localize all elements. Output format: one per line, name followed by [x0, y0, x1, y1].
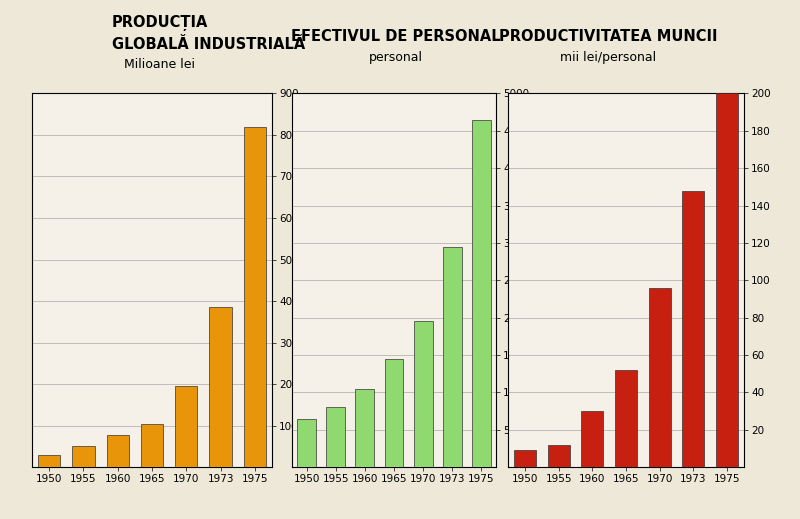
- Text: PRODUCȚIA: PRODUCȚIA: [112, 16, 208, 31]
- Text: personal: personal: [369, 50, 423, 64]
- Bar: [355, 389, 374, 467]
- Bar: [472, 119, 491, 467]
- Bar: [297, 418, 316, 467]
- Bar: [385, 359, 403, 467]
- Text: Milioane lei: Milioane lei: [125, 58, 195, 72]
- Bar: [682, 190, 704, 467]
- Bar: [244, 127, 266, 467]
- Bar: [414, 321, 433, 467]
- Bar: [38, 456, 60, 467]
- Bar: [514, 450, 536, 467]
- Text: mii lei/personal: mii lei/personal: [560, 50, 656, 64]
- Bar: [210, 307, 232, 467]
- Text: GLOBALĂ INDUSTRIALĂ: GLOBALĂ INDUSTRIALĂ: [112, 37, 305, 51]
- Bar: [615, 370, 637, 467]
- Bar: [175, 386, 198, 467]
- Text: PRODUCTIVITATEA MUNCII: PRODUCTIVITATEA MUNCII: [498, 29, 718, 44]
- Bar: [649, 288, 670, 467]
- Bar: [141, 424, 163, 467]
- Bar: [443, 247, 462, 467]
- Text: EFECTIVUL DE PERSONAL: EFECTIVUL DE PERSONAL: [291, 29, 501, 44]
- Bar: [72, 445, 94, 467]
- Bar: [716, 93, 738, 467]
- Bar: [548, 445, 570, 467]
- Bar: [582, 411, 603, 467]
- Bar: [106, 435, 129, 467]
- Bar: [326, 407, 345, 467]
